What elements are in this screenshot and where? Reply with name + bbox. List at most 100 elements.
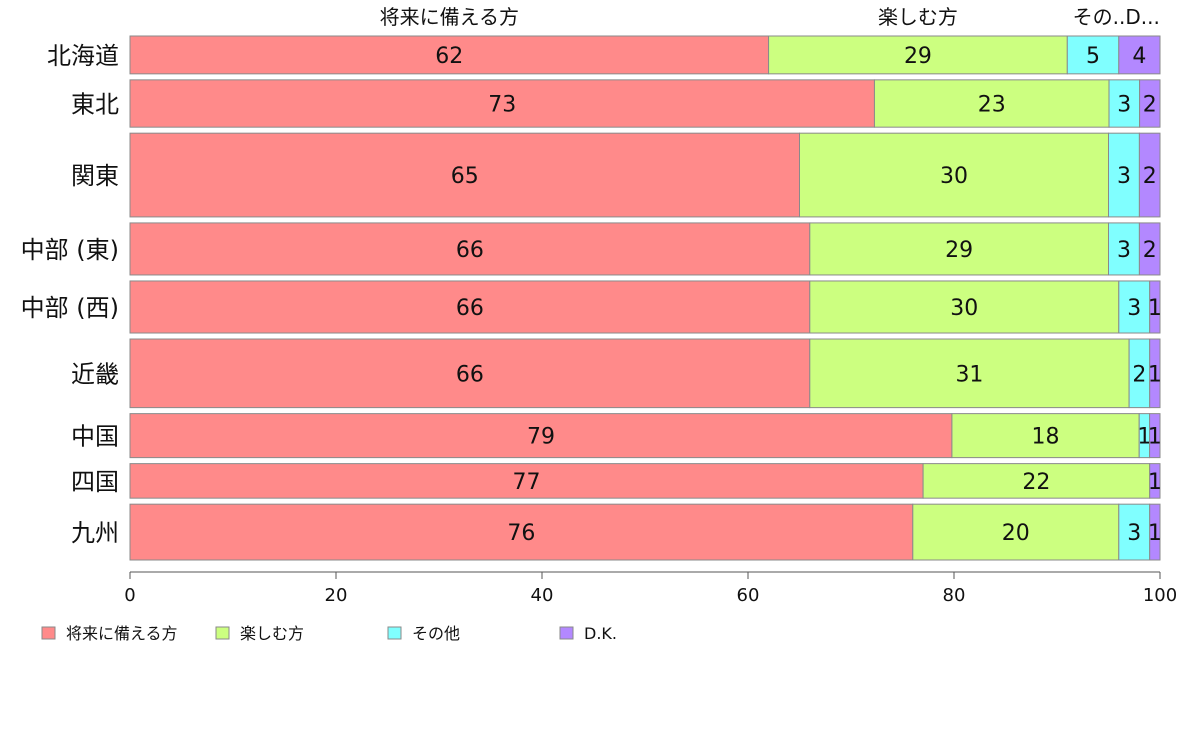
bar-value-label: 62 xyxy=(435,44,463,69)
x-tick-label: 0 xyxy=(124,585,135,606)
bar-value-label: 31 xyxy=(955,362,983,387)
bar-segment xyxy=(1118,35,1161,75)
bar-segment xyxy=(129,222,811,276)
category-label: 関東 xyxy=(71,162,119,190)
bar-segment xyxy=(809,280,1120,334)
bar-value-label: 20 xyxy=(1002,521,1030,546)
bar-value-label: 2 xyxy=(1143,238,1157,263)
bar-segment xyxy=(129,79,875,128)
legend-label: その他 xyxy=(412,624,460,643)
bar-segment xyxy=(1108,132,1140,218)
bar-segment xyxy=(1118,280,1151,334)
legend-swatch xyxy=(387,626,402,640)
bar-value-label: 3 xyxy=(1117,93,1131,118)
bar-segment xyxy=(1138,132,1161,218)
bar-value-label: 2 xyxy=(1143,93,1157,118)
bar-value-label: 65 xyxy=(451,164,479,189)
bar-segment xyxy=(129,413,953,459)
bar-value-label: 66 xyxy=(456,238,484,263)
bar-value-label: 66 xyxy=(456,296,484,321)
bar-value-label: 1 xyxy=(1148,470,1162,495)
bar-segment xyxy=(809,338,1130,409)
top-labels-group: 将来に備える方 楽しむ方 その..D... xyxy=(380,5,1160,29)
bars-group: 62 29 5 473 23 3 265 30 3 266 29 3 266 30 3 166 31 2 179 18… xyxy=(129,35,1162,561)
bar-segment xyxy=(799,132,1109,218)
bar-segment xyxy=(1149,503,1161,561)
bar-segment xyxy=(129,35,770,75)
bar-value-label: 1 xyxy=(1137,425,1151,450)
bar-value-label: 77 xyxy=(513,470,541,495)
bar-segment xyxy=(873,79,1110,128)
legend-label: 将来に備える方 xyxy=(66,624,178,643)
category-label: 九州 xyxy=(71,519,119,547)
bar-value-label: 1 xyxy=(1148,362,1162,387)
bar-segment xyxy=(1149,338,1161,409)
bar-value-label: 1 xyxy=(1148,521,1162,546)
bar-value-label: 29 xyxy=(904,44,932,69)
legend-label: 楽しむ方 xyxy=(240,624,304,643)
bar-segment xyxy=(129,463,924,499)
top-category-label: その..D... xyxy=(1073,5,1160,29)
category-label: 四国 xyxy=(71,468,119,496)
legend-swatch xyxy=(41,626,56,640)
bar-segment xyxy=(129,503,914,561)
category-label: 北海道 xyxy=(47,42,119,70)
bar-segment xyxy=(1149,463,1161,499)
bar-value-label: 2 xyxy=(1132,362,1146,387)
bar-value-label: 1 xyxy=(1148,425,1162,450)
bar-segment xyxy=(129,132,800,218)
bar-segment xyxy=(1149,413,1161,459)
bar-value-label: 79 xyxy=(527,425,555,450)
bar-value-label: 30 xyxy=(950,296,978,321)
x-tick-label: 20 xyxy=(325,585,348,606)
bar-value-label: 76 xyxy=(507,521,535,546)
bar-value-label: 29 xyxy=(945,238,973,263)
x-tick-label: 80 xyxy=(943,585,966,606)
bar-value-label: 3 xyxy=(1127,521,1141,546)
bar-segment xyxy=(1108,79,1141,128)
legend: 将来に備える方 楽しむ方 その他 D.K. xyxy=(41,624,617,643)
bar-value-label: 1 xyxy=(1148,296,1162,321)
bar-segment xyxy=(912,503,1120,561)
category-label: 東北 xyxy=(71,91,119,119)
legend-label: D.K. xyxy=(584,624,617,643)
legend-swatch xyxy=(559,626,574,640)
bar-segment xyxy=(1108,222,1140,276)
x-tick-label: 100 xyxy=(1143,585,1177,606)
bar-value-label: 4 xyxy=(1132,44,1146,69)
category-label: 中部 (東) xyxy=(21,236,119,264)
bar-value-label: 3 xyxy=(1117,238,1131,263)
category-label: 近畿 xyxy=(71,360,119,388)
bar-segment xyxy=(1118,503,1151,561)
category-label: 中部 (西) xyxy=(21,294,119,322)
bar-segment xyxy=(129,280,811,334)
bar-value-label: 23 xyxy=(978,93,1006,118)
bar-segment xyxy=(1139,79,1161,128)
bar-value-label: 66 xyxy=(456,362,484,387)
bar-value-label: 30 xyxy=(940,164,968,189)
bar-value-label: 22 xyxy=(1022,470,1050,495)
bar-segment xyxy=(951,413,1140,459)
bar-segment xyxy=(768,35,1068,75)
top-category-label: 楽しむ方 xyxy=(878,5,958,29)
bar-value-label: 3 xyxy=(1117,164,1131,189)
x-axis: 0 20 40 60 80 100 xyxy=(124,571,1177,606)
bar-value-label: 18 xyxy=(1032,425,1060,450)
bar-segment xyxy=(1149,280,1161,334)
top-category-label: 将来に備える方 xyxy=(380,5,519,29)
x-tick-label: 40 xyxy=(531,585,554,606)
bar-value-label: 3 xyxy=(1127,296,1141,321)
bar-segment xyxy=(922,463,1151,499)
bar-value-label: 2 xyxy=(1143,164,1157,189)
x-tick-label: 60 xyxy=(737,585,760,606)
bar-value-label: 5 xyxy=(1086,44,1100,69)
bar-value-label: 73 xyxy=(488,93,516,118)
legend-swatch xyxy=(215,626,230,640)
category-label: 中国 xyxy=(71,423,119,451)
bar-segment xyxy=(1138,222,1161,276)
bar-segment xyxy=(1066,35,1120,75)
bar-segment xyxy=(809,222,1109,276)
